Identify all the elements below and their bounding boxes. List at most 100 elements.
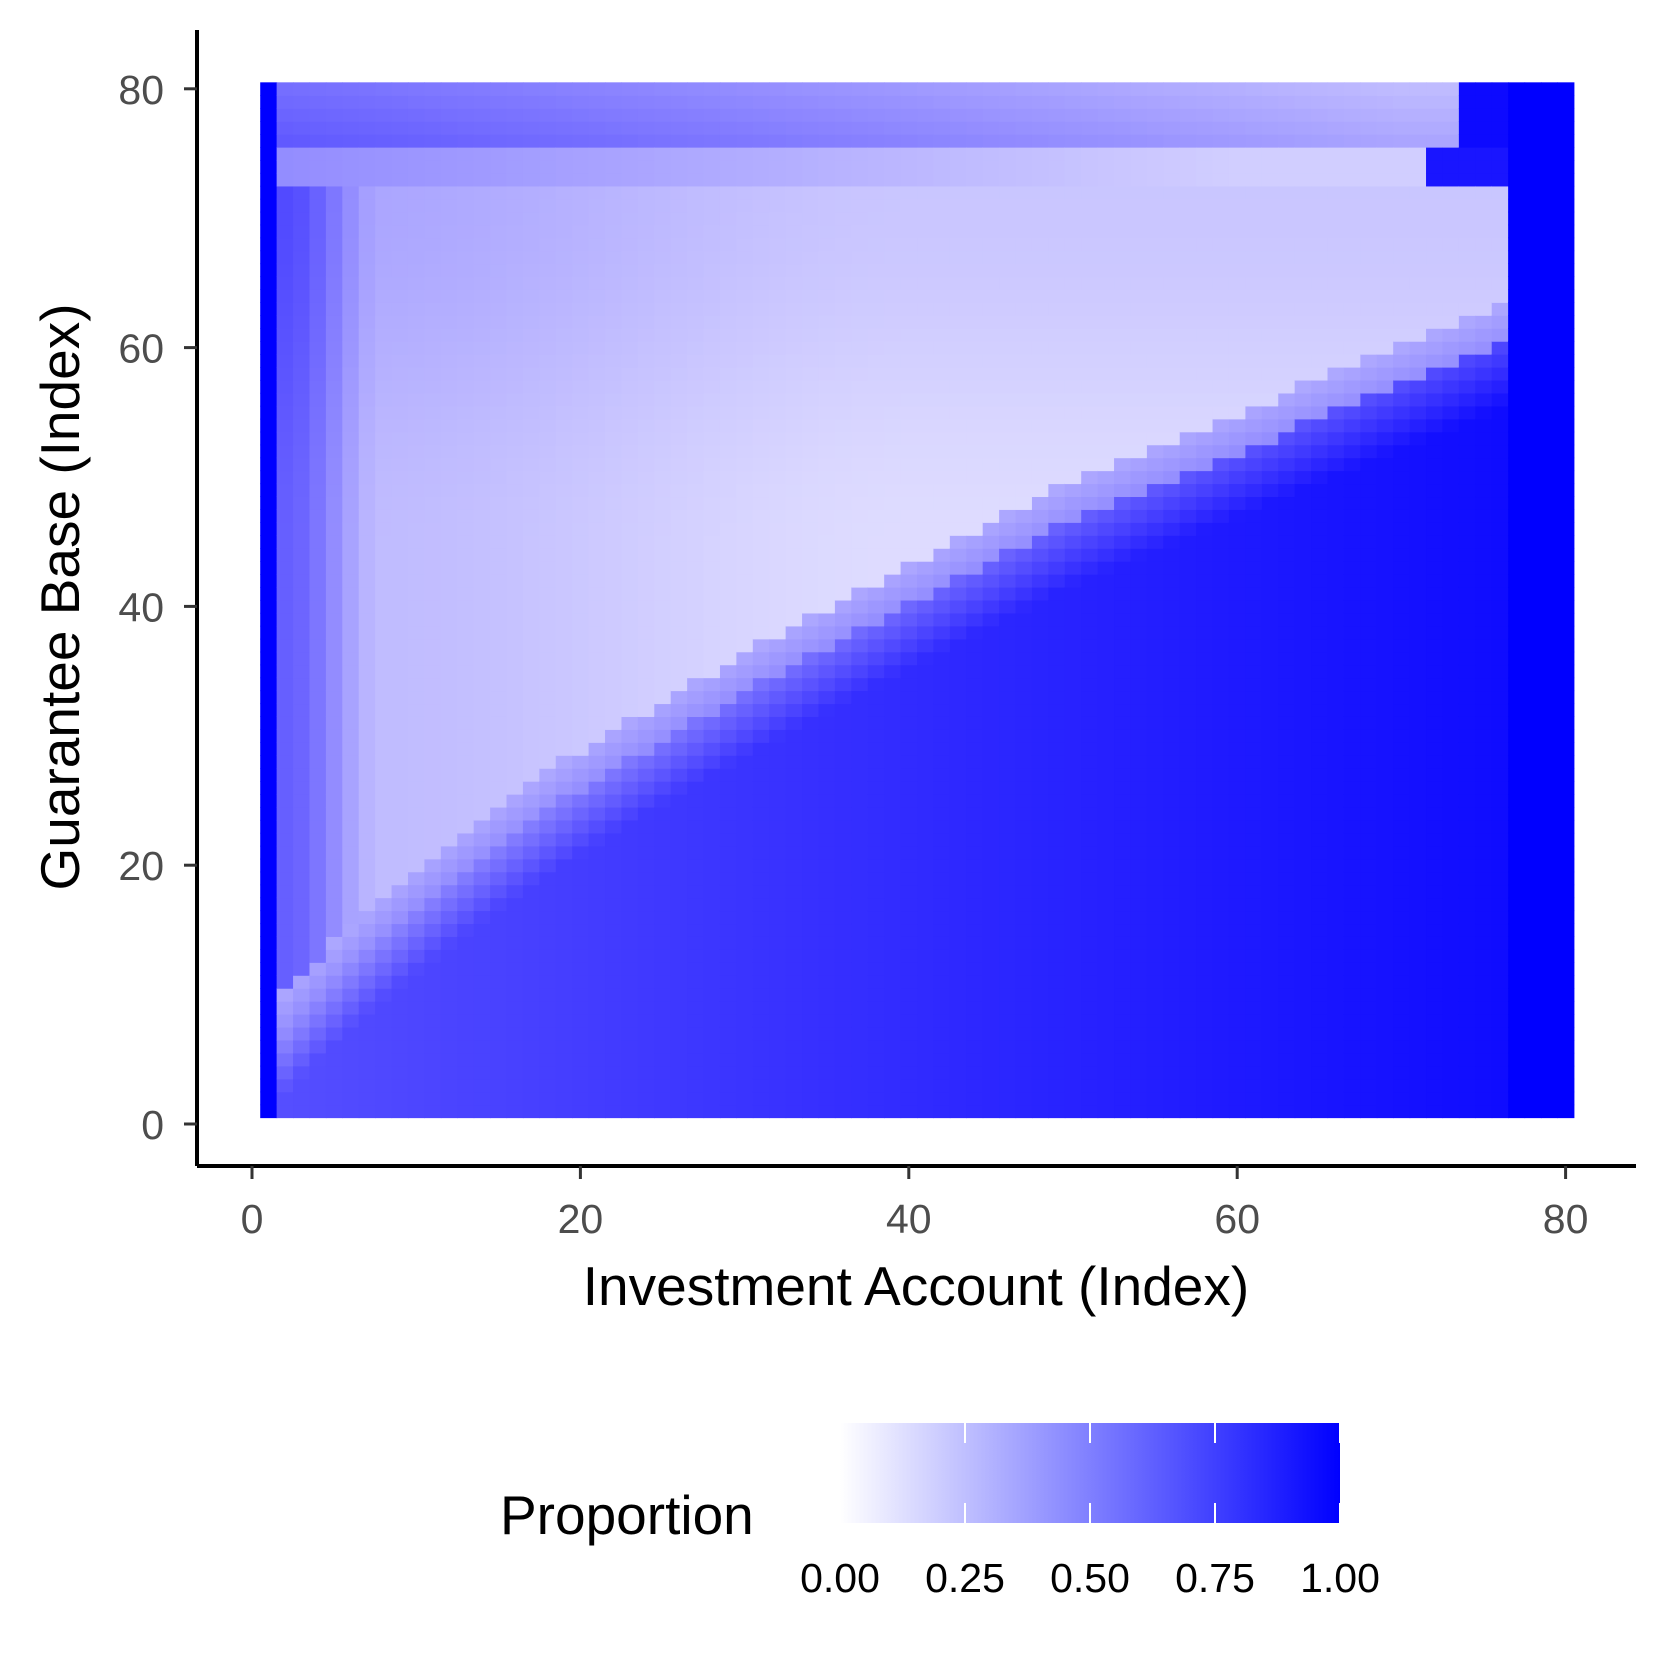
heatmap-cell (440, 198, 458, 213)
heatmap-cell (802, 871, 820, 886)
heatmap-cell (933, 561, 951, 575)
heatmap-cell (358, 82, 376, 96)
heatmap-cell (867, 224, 885, 239)
heatmap-cell (818, 794, 836, 808)
heatmap-cell (1146, 263, 1164, 278)
heatmap-cell (440, 858, 458, 873)
heatmap-cell (1228, 599, 1247, 614)
heatmap-cell (949, 444, 967, 459)
heatmap-cell (785, 794, 803, 808)
heatmap-cell (1146, 574, 1164, 588)
heatmap-cell (719, 871, 737, 886)
heatmap-cell (588, 405, 606, 420)
heatmap-cell (637, 677, 655, 692)
heatmap-cell (309, 1001, 327, 1015)
heatmap-cell (719, 768, 737, 782)
heatmap-cell (769, 755, 787, 769)
heatmap-cell (703, 354, 721, 368)
heatmap-cell (555, 1014, 573, 1028)
heatmap-cell (999, 198, 1017, 213)
heatmap-cell (325, 1039, 343, 1054)
heatmap-cell (539, 1052, 557, 1067)
heatmap-cell (1179, 781, 1197, 795)
heatmap-cell (884, 1078, 902, 1093)
heatmap-cell (457, 302, 475, 316)
heatmap-cell (588, 198, 606, 213)
heatmap-cell (621, 405, 639, 420)
heatmap-cell (1015, 845, 1033, 860)
heatmap-cell (736, 625, 754, 640)
heatmap-cell (539, 82, 557, 96)
heatmap-cell (342, 729, 360, 743)
heatmap-cell (473, 82, 491, 96)
heatmap-cell (522, 237, 540, 252)
heatmap-cell (539, 509, 557, 523)
heatmap-cell (358, 988, 376, 1002)
heatmap-cell (867, 237, 885, 252)
heatmap-cell (1146, 755, 1164, 769)
heatmap-cell (687, 457, 705, 472)
heatmap-cell (342, 1001, 360, 1015)
heatmap-cell (1114, 509, 1132, 523)
heatmap-cell (1228, 431, 1247, 446)
heatmap-cell (834, 664, 852, 679)
heatmap-cell (424, 367, 442, 381)
heatmap-cell (917, 418, 935, 433)
heatmap-cell (358, 367, 376, 381)
heatmap-cell (276, 1026, 294, 1041)
heatmap-cell (1228, 703, 1247, 717)
heatmap-cell (1031, 755, 1049, 769)
heatmap-cell (276, 599, 294, 614)
heatmap-cell (391, 367, 409, 381)
heatmap-cell (588, 237, 606, 252)
heatmap-cell (999, 819, 1017, 834)
heatmap-cell (473, 237, 491, 252)
heatmap-cell (1261, 1026, 1279, 1041)
heatmap-cell (407, 1104, 426, 1119)
heatmap-cell (539, 522, 557, 536)
heatmap-cell (490, 302, 508, 316)
heatmap-cell (490, 185, 508, 200)
heatmap-cell (1097, 108, 1115, 122)
heatmap-cell (309, 237, 327, 252)
heatmap-cell (949, 612, 967, 627)
heatmap-cell (1130, 535, 1148, 549)
heatmap-cell (424, 1026, 442, 1041)
heatmap-cell (736, 108, 754, 122)
heatmap-cell (424, 198, 442, 213)
heatmap-cell (1146, 315, 1164, 329)
heatmap-cell (1114, 975, 1132, 989)
heatmap-cell (949, 1078, 967, 1093)
heatmap-cell (1212, 806, 1230, 821)
heatmap-cell (276, 806, 294, 821)
heatmap-cell (1031, 949, 1049, 963)
heatmap-cell (1114, 237, 1132, 252)
heatmap-cell (982, 172, 1000, 187)
heatmap-cell (588, 392, 606, 407)
heatmap-cell (407, 716, 426, 730)
heatmap-cell (851, 496, 869, 510)
heatmap-cell (834, 716, 852, 730)
heatmap-cell (391, 159, 409, 174)
heatmap-cell (276, 1039, 294, 1054)
heatmap-cell (276, 651, 294, 666)
heatmap-cell (670, 405, 688, 420)
heatmap-cell (260, 936, 278, 950)
heatmap-cell (1031, 806, 1049, 821)
heatmap-cell (703, 677, 721, 692)
heatmap-cell (572, 1014, 590, 1028)
heatmap-cell (933, 923, 951, 937)
heatmap-cell (588, 328, 606, 342)
heatmap-cell (752, 923, 770, 937)
heatmap-cell (1114, 884, 1132, 899)
heatmap-cell (1048, 988, 1066, 1002)
heatmap-cell (719, 845, 737, 860)
heatmap-cell (999, 328, 1017, 342)
heatmap-cell (982, 367, 1000, 381)
heatmap-cell (309, 806, 327, 821)
heatmap-cell (687, 263, 705, 278)
heatmap-cell (1081, 781, 1099, 795)
heatmap-cell (867, 185, 885, 200)
heatmap-cell (1212, 1026, 1230, 1041)
heatmap-cell (703, 276, 721, 290)
